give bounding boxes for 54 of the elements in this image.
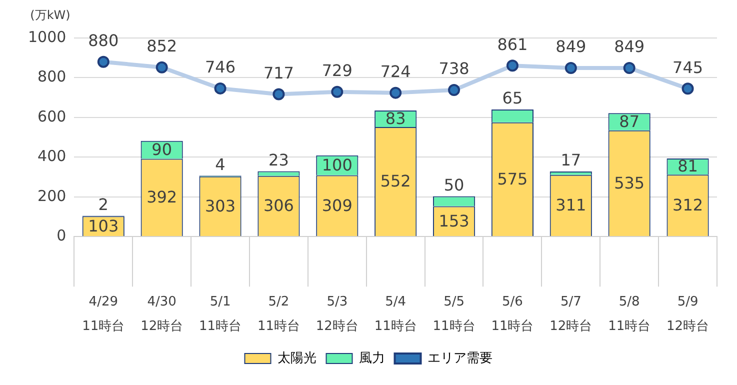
data-label: 103 (88, 216, 119, 236)
x-tick-label: 4/29 11時台 (82, 294, 125, 334)
data-label: 65 (502, 88, 523, 108)
data-label: 392 (146, 188, 178, 207)
x-tick-label: 5/2 11時台 (257, 294, 300, 334)
data-label: 309 (322, 196, 352, 215)
y-tick-label: 200 (38, 186, 66, 205)
data-label: 738 (438, 59, 470, 78)
x-tick-label: 5/5 11時台 (432, 294, 476, 334)
data-label: 717 (263, 63, 294, 82)
y-tick-label: 1000 (28, 28, 66, 46)
data-label: 303 (204, 196, 236, 216)
x-tick-label: 5/7 12時台 (550, 294, 592, 334)
y-tick-label: 600 (38, 107, 66, 126)
data-label: 23 (268, 150, 289, 170)
data-label: 312 (672, 196, 704, 215)
data-label: 100 (322, 155, 352, 174)
y-tick-label: 0 (56, 226, 66, 244)
legend-label: 太陽光 (277, 350, 316, 366)
data-label: 4 (215, 154, 226, 174)
data-label: 849 (556, 37, 586, 56)
data-label: 535 (614, 173, 645, 192)
x-tick-label: 5/4 11時台 (374, 294, 417, 334)
x-tick-label: 4/30 12時台 (140, 294, 184, 334)
data-label: 852 (146, 36, 178, 56)
x-tick-label: 5/6 11時台 (491, 294, 534, 334)
data-label: 745 (672, 58, 704, 77)
data-label: 306 (263, 196, 294, 216)
y-tick-label: 400 (38, 147, 66, 166)
x-tick-label: 5/8 11時台 (608, 294, 651, 334)
data-label: 2 (98, 194, 108, 214)
data-label: 729 (322, 60, 352, 80)
x-tick-label: 5/3 12時台 (316, 294, 358, 334)
data-label: 880 (88, 30, 119, 50)
data-label: 153 (438, 211, 470, 230)
x-tick-label: 5/9 12時台 (666, 294, 710, 334)
data-label: 90 (152, 140, 172, 159)
data-label: 81 (678, 156, 698, 176)
y-tick-label: 800 (38, 68, 66, 86)
data-label: 87 (619, 112, 640, 131)
data-label: 724 (380, 62, 411, 81)
data-label: 50 (444, 175, 464, 194)
data-label: 552 (380, 172, 411, 191)
x-tick-label: 5/1 11時台 (198, 294, 242, 334)
y-axis-title: (万kW) (30, 8, 70, 22)
data-label: 861 (497, 34, 528, 54)
legend-label: エリア需要 (427, 350, 492, 366)
legend-label: 風力 (358, 350, 385, 366)
data-label: 849 (614, 37, 645, 56)
data-label: 83 (385, 108, 406, 128)
data-label: 575 (497, 169, 528, 188)
data-label: 17 (560, 150, 582, 170)
data-label: 746 (204, 58, 236, 77)
data-label: 311 (556, 196, 586, 215)
